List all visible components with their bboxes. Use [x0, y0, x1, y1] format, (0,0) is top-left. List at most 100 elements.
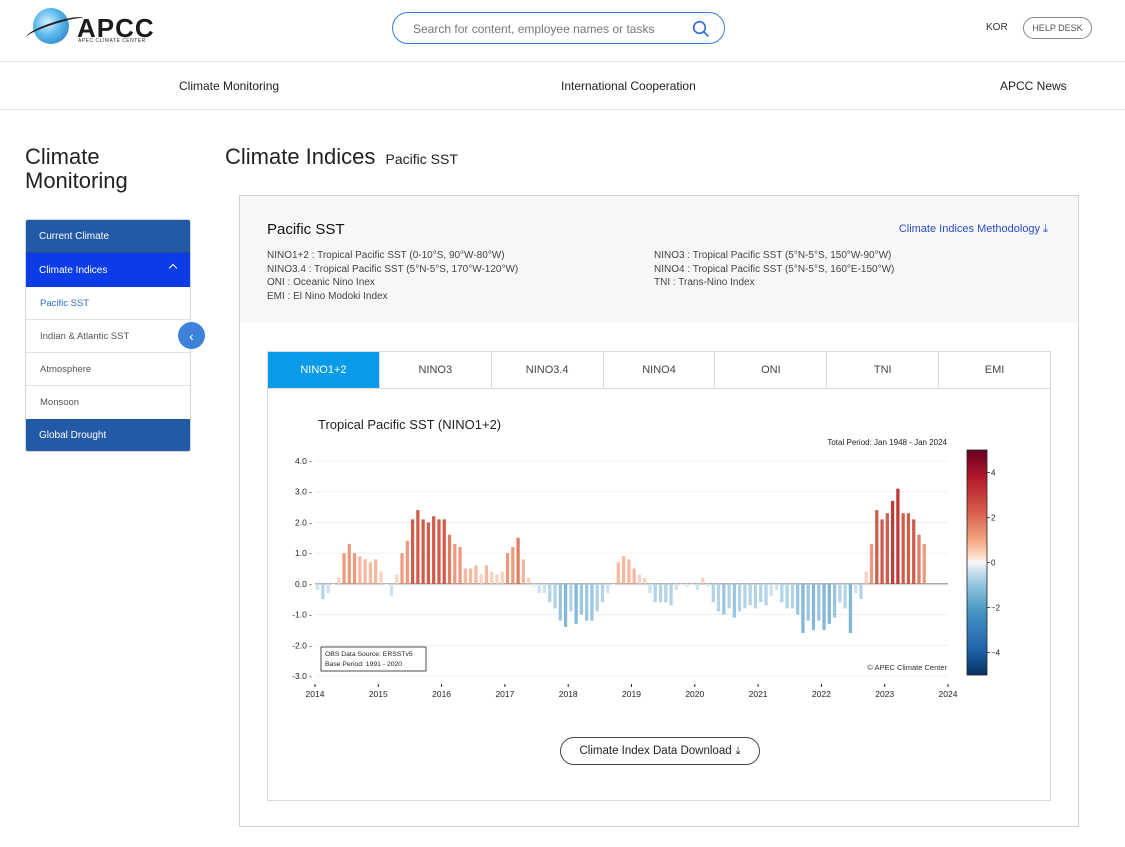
- def-nino4: NINO4 : Tropical Pacific SST (5°N-5°S, 1…: [654, 263, 895, 275]
- chart-bar: [674, 583, 678, 590]
- chart-bar: [458, 547, 462, 584]
- chart-bar: [521, 559, 525, 584]
- colorbar-tick-label: 0: [991, 559, 996, 568]
- chart-bar: [516, 537, 520, 584]
- language-link[interactable]: KOR: [986, 22, 1008, 33]
- nav-apcc-news[interactable]: APCC News: [1000, 79, 1067, 93]
- tab-nino3[interactable]: NINO3: [379, 352, 492, 388]
- x-tick-label: 2014: [306, 689, 325, 699]
- chart-bar: [342, 553, 346, 584]
- sidebar-subitem-atmosphere[interactable]: Atmosphere: [26, 353, 190, 386]
- chart-bar: [790, 583, 795, 609]
- apcc-logo[interactable]: APCC APEC CLIMATE CENTER: [24, 8, 155, 48]
- chart-bar: [875, 510, 879, 584]
- main-nav: Climate Monitoring International Coopera…: [0, 62, 1125, 110]
- chart-bar: [780, 583, 784, 603]
- nav-climate-monitoring[interactable]: Climate Monitoring: [179, 79, 280, 93]
- sidebar-subitem-monsoon[interactable]: Monsoon: [26, 386, 190, 419]
- chart-bar: [643, 577, 647, 584]
- colorbar-scale: [966, 449, 988, 676]
- y-tick-label: 0.0 -: [295, 579, 312, 589]
- chart-bar: [553, 583, 557, 609]
- sidebar-title-line2: Monitoring: [25, 168, 128, 193]
- chart-bar: [563, 583, 568, 627]
- chart-bar: [801, 583, 805, 633]
- chart-bar: [658, 583, 663, 603]
- tab-nino12[interactable]: NINO1+2: [268, 352, 380, 388]
- search-input[interactable]: [413, 19, 683, 39]
- chart-bar: [416, 510, 420, 584]
- x-tick-label: 2023: [875, 689, 894, 699]
- chart-bar: [869, 543, 874, 584]
- page-title-main: Climate Indices: [225, 144, 376, 169]
- data-download-button[interactable]: Climate Index Data Download ⤓: [560, 737, 760, 765]
- methodology-link[interactable]: Climate Indices Methodology ⤓: [899, 223, 1048, 236]
- chart-bar: [796, 583, 800, 615]
- help-desk-button[interactable]: HELP DESK: [1023, 17, 1092, 39]
- chart-bar: [326, 583, 330, 594]
- sidebar-item-global-drought[interactable]: Global Drought: [26, 419, 190, 451]
- chart-bar: [732, 583, 736, 618]
- chart-bar: [653, 583, 657, 603]
- chart-bar: [511, 547, 515, 584]
- index-definitions-left: NINO1+2 : Tropical Pacific SST (0-10°S, …: [267, 249, 518, 303]
- chart-bar: [395, 574, 399, 584]
- chart-bar: [569, 583, 573, 612]
- chart-bar: [585, 583, 589, 621]
- chart-bar: [558, 583, 562, 621]
- sidebar-collapse-button[interactable]: ‹: [178, 322, 205, 349]
- chart-bar: [611, 583, 615, 585]
- index-definitions-right: NINO3 : Tropical Pacific SST (5°N-5°S, 1…: [654, 249, 894, 290]
- chart-bar: [711, 583, 715, 603]
- chart-bar: [827, 583, 831, 624]
- chevron-left-icon: ‹: [189, 327, 194, 344]
- x-tick-label: 2018: [559, 689, 578, 699]
- search-icon[interactable]: [692, 20, 710, 38]
- chart-bar: [321, 583, 325, 600]
- colorbar-tick-label: −4: [991, 649, 1001, 658]
- chart-bar: [442, 519, 446, 584]
- chart-panel: Tropical Pacific SST (NINO1+2) Total Per…: [267, 389, 1051, 801]
- chart-bar: [648, 583, 652, 594]
- sidebar-title: Climate Monitoring: [25, 145, 185, 193]
- y-tick-label: -1.0 -: [292, 610, 312, 620]
- chart-bar: [716, 583, 721, 612]
- sidebar-item-climate-indices[interactable]: Climate Indices: [26, 253, 190, 287]
- nav-international-cooperation[interactable]: International Cooperation: [561, 79, 696, 93]
- tab-oni[interactable]: ONI: [715, 352, 828, 388]
- x-tick-label: 2020: [685, 689, 704, 699]
- chart-bar: [490, 571, 494, 584]
- data-download-label: Climate Index Data Download: [579, 745, 732, 757]
- def-nino34: NINO3.4 : Tropical Pacific SST (5°N-5°S,…: [267, 263, 519, 275]
- sidebar-subitem-pacific-sst[interactable]: Pacific SST: [26, 287, 190, 320]
- tab-nino4[interactable]: NINO4: [603, 352, 716, 388]
- x-tick-label: 2024: [939, 689, 958, 699]
- tab-tni[interactable]: TNI: [827, 352, 940, 388]
- download-icon: ⤓: [735, 744, 741, 757]
- content-card: Pacific SST Climate Indices Methodology …: [239, 195, 1079, 827]
- chart-bar: [410, 519, 415, 584]
- chart-bar: [363, 559, 367, 584]
- chart-bar: [316, 583, 320, 590]
- tab-nino34[interactable]: NINO3.4: [491, 352, 604, 388]
- chevron-up-icon: [168, 263, 178, 273]
- chart-bar: [474, 565, 478, 584]
- chart-bar: [817, 583, 821, 621]
- y-tick-label: 3.0 -: [295, 487, 312, 497]
- y-tick-label: 2.0 -: [295, 517, 312, 527]
- chart-bar: [352, 553, 357, 584]
- card-heading: Pacific SST: [267, 221, 345, 238]
- x-tick-label: 2015: [369, 689, 388, 699]
- chart-grid: [315, 460, 948, 677]
- sidebar-subitem-indian-atlantic-sst[interactable]: Indian & Atlantic SST: [26, 320, 190, 353]
- chart-bar: [337, 577, 341, 584]
- chart-y-axis: 4.0 - 3.0 - 2.0 - 1.0 - 0.0 - -1.0 - -2.0 - -3.…: [292, 456, 312, 681]
- tab-emi[interactable]: EMI: [939, 352, 1051, 388]
- colorbar-ticks: 4 2 0 −2 −4: [987, 469, 1001, 658]
- def-emi: EMI : El Nino Modoki Index: [267, 290, 388, 302]
- chart-bar: [426, 522, 431, 584]
- chart-bar: [738, 583, 742, 612]
- chart-bar: [896, 488, 900, 584]
- card-info-panel: Pacific SST Climate Indices Methodology …: [240, 196, 1078, 323]
- sidebar-item-current-climate[interactable]: Current Climate: [26, 220, 190, 253]
